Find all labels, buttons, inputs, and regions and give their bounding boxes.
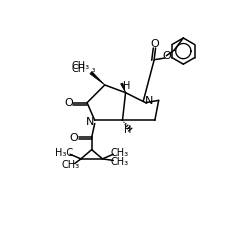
Text: H: H [124, 125, 131, 135]
Text: N: N [145, 96, 154, 106]
Text: H₃C: H₃C [55, 148, 73, 158]
Text: CH₃: CH₃ [61, 160, 79, 170]
Text: CH₃: CH₃ [110, 148, 128, 158]
Text: ₃: ₃ [92, 65, 95, 74]
Text: CH₃: CH₃ [110, 157, 128, 167]
Polygon shape [121, 83, 125, 93]
Polygon shape [90, 72, 105, 85]
Text: O: O [64, 98, 73, 108]
Text: H: H [124, 81, 131, 91]
Text: CH: CH [71, 64, 86, 74]
Text: CH₃: CH₃ [71, 62, 89, 72]
Text: O: O [163, 51, 172, 62]
Text: N: N [86, 117, 94, 127]
Text: O: O [70, 133, 78, 143]
Text: O: O [151, 39, 159, 49]
